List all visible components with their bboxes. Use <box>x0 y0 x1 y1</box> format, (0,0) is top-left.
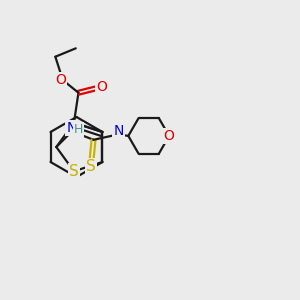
Text: O: O <box>55 73 66 87</box>
Text: O: O <box>96 80 107 94</box>
Text: S: S <box>86 159 96 174</box>
Text: O: O <box>164 129 175 143</box>
Text: S: S <box>69 164 79 179</box>
Text: N: N <box>113 124 124 138</box>
Text: H: H <box>74 123 83 136</box>
Text: N: N <box>66 121 76 135</box>
